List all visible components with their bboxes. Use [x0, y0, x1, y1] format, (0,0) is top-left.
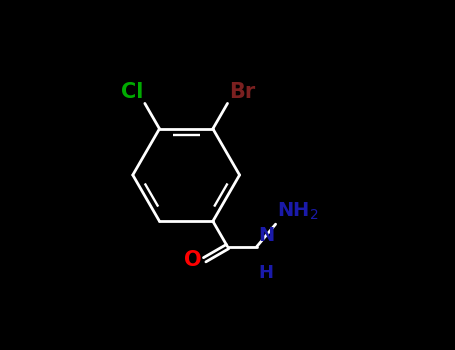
- Text: O: O: [184, 250, 202, 270]
- Text: N: N: [258, 226, 275, 245]
- Text: Cl: Cl: [121, 82, 143, 102]
- Text: H: H: [258, 264, 273, 282]
- Text: NH$_2$: NH$_2$: [277, 201, 319, 223]
- Text: Br: Br: [229, 82, 255, 102]
